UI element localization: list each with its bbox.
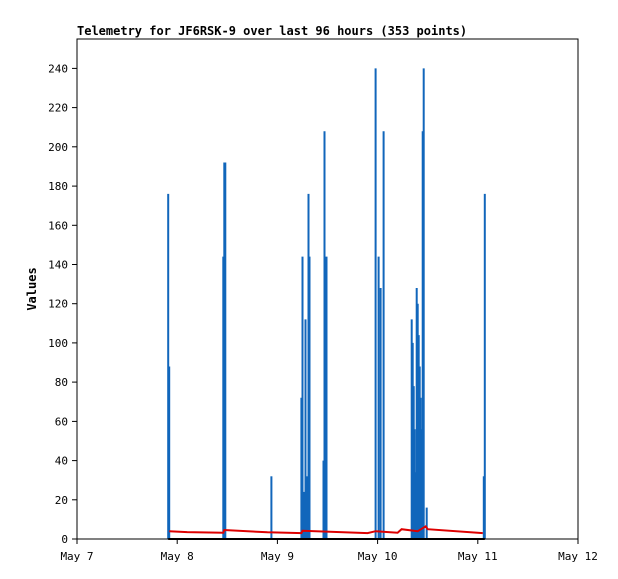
y-tick-label: 120 bbox=[48, 298, 68, 311]
y-tick-label: 40 bbox=[55, 455, 68, 468]
x-axis: May 7 May 8 May 9 May 10 May 11 May 12 bbox=[60, 539, 598, 563]
plot-area bbox=[167, 68, 486, 540]
y-tick-label: 220 bbox=[48, 102, 68, 115]
x-tick-label: May 7 bbox=[60, 550, 93, 563]
y-tick-label: 140 bbox=[48, 259, 68, 272]
x-tick-label: May 12 bbox=[558, 550, 598, 563]
y-tick-label: 180 bbox=[48, 180, 68, 193]
y-tick-label: 60 bbox=[55, 415, 68, 428]
x-tick-label: May 11 bbox=[458, 550, 498, 563]
x-tick-label: May 8 bbox=[161, 550, 194, 563]
y-tick-label: 0 bbox=[61, 533, 68, 546]
y-tick-label: 80 bbox=[55, 376, 68, 389]
y-axis-label: Values bbox=[25, 267, 39, 310]
y-tick-label: 200 bbox=[48, 141, 68, 154]
y-tick-label: 240 bbox=[48, 62, 68, 75]
plot-frame bbox=[76, 38, 579, 540]
x-tick-label: May 10 bbox=[358, 550, 398, 563]
baseline-line bbox=[169, 524, 483, 535]
y-tick-label: 160 bbox=[48, 219, 68, 232]
x-tick-label: May 9 bbox=[261, 550, 294, 563]
chart-title: Telemetry for JF6RSK-9 over last 96 hour… bbox=[77, 24, 467, 38]
y-tick-label: 20 bbox=[55, 494, 68, 507]
y-tick-label: 100 bbox=[48, 337, 68, 350]
y-axis: 0 20 40 60 80 100 120 140 160 180 200 220 240 bbox=[48, 62, 77, 546]
